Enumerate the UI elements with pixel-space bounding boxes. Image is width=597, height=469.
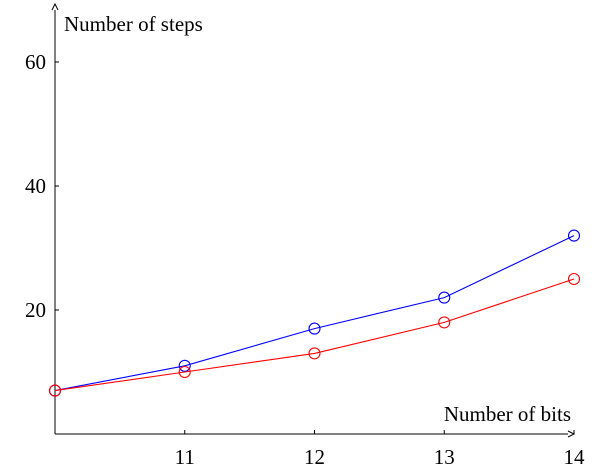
- data-point: [567, 229, 581, 242]
- y-axis-label: Number of steps: [64, 12, 203, 36]
- x-axis-label: Number of bits: [444, 402, 571, 426]
- data-point: [438, 316, 451, 329]
- series-1: [48, 229, 581, 397]
- axes: Number of steps Number of bits: [51, 2, 576, 438]
- data-point: [48, 384, 62, 397]
- series-2: [48, 272, 581, 397]
- data-point: [567, 272, 581, 286]
- series-line: [54, 235, 575, 392]
- series-line: [54, 278, 575, 392]
- x-axis-arrow-icon: [567, 430, 576, 438]
- data-point: [178, 365, 191, 379]
- y-tick-label: 20: [25, 298, 46, 322]
- data-point: [438, 291, 451, 304]
- x-tick-label: 14: [564, 445, 586, 469]
- y-axis-arrow-icon: [51, 2, 59, 11]
- data-point: [308, 322, 321, 335]
- series: [48, 229, 581, 397]
- data-point: [308, 347, 321, 360]
- data-point: [178, 359, 191, 372]
- ticks: 11 12 13 14 20 40 60: [25, 50, 585, 469]
- x-tick-label: 13: [434, 445, 455, 469]
- x-tick-label: 12: [304, 445, 325, 469]
- y-tick-label: 60: [25, 50, 46, 74]
- y-tick-label: 40: [25, 174, 46, 198]
- x-tick-label: 11: [175, 445, 195, 469]
